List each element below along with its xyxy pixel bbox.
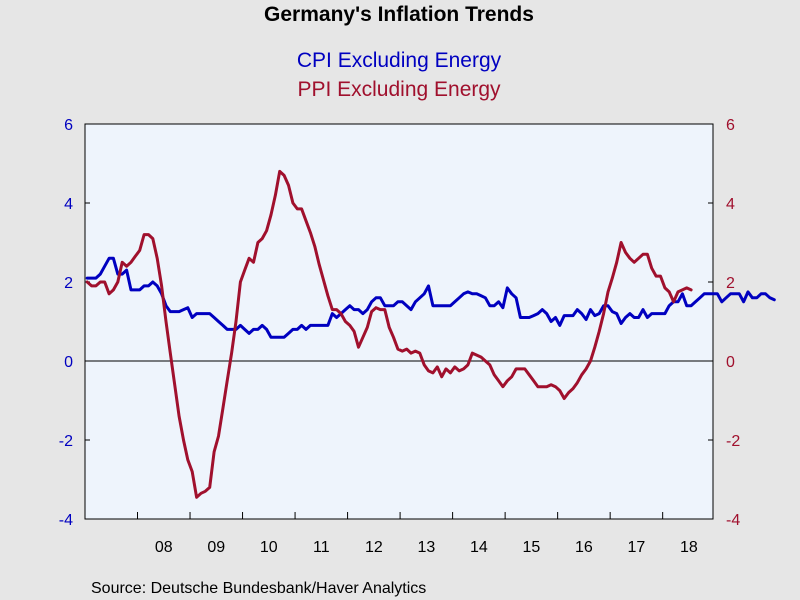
x-tick-label: 17 xyxy=(628,539,646,556)
ppi-series-line xyxy=(85,169,693,499)
x-tick-label: 18 xyxy=(680,539,698,556)
x-tick-label: 10 xyxy=(260,539,278,556)
y-left-tick-label: 2 xyxy=(64,275,73,292)
chart-title: Germany's Inflation Trends xyxy=(264,3,534,26)
y-left-tick-label: 0 xyxy=(64,354,73,371)
x-tick-label: 09 xyxy=(207,539,225,556)
y-right-tick-label: -2 xyxy=(726,433,740,450)
x-tick-label: 16 xyxy=(575,539,593,556)
y-right-tick-label: -4 xyxy=(726,512,740,529)
legend-cpi: CPI Excluding Energy xyxy=(297,49,502,72)
x-tick-label: 13 xyxy=(417,539,435,556)
y-right-tick-label: 2 xyxy=(726,275,735,292)
x-tick-label: 14 xyxy=(470,539,488,556)
source-note: Source: Deutsche Bundesbank/Haver Analyt… xyxy=(91,580,426,597)
x-tick-label: 15 xyxy=(522,539,540,556)
x-tick-label: 11 xyxy=(313,539,330,556)
y-left-tick-label: -2 xyxy=(59,433,73,450)
y-left-tick-label: 6 xyxy=(64,117,73,134)
y-left-tick-label: -4 xyxy=(59,512,73,529)
plot-area xyxy=(84,123,714,520)
cpi-series-line xyxy=(85,256,776,339)
y-left-tick-label: 4 xyxy=(64,196,73,213)
x-tick-label: 12 xyxy=(365,539,383,556)
x-tick-label: 08 xyxy=(155,539,173,556)
y-right-tick-label: 6 xyxy=(726,117,735,134)
y-right-tick-label: 4 xyxy=(726,196,735,213)
y-right-tick-label: 0 xyxy=(726,354,735,371)
legend-ppi: PPI Excluding Energy xyxy=(297,78,501,101)
